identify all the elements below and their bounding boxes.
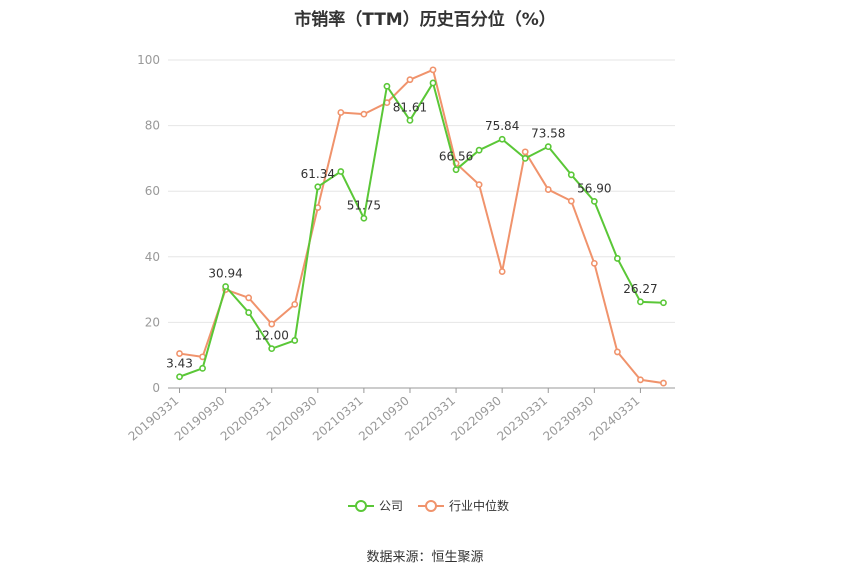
x-tick-label: 20200930 [264,394,320,444]
data-point [498,268,506,275]
data-point [199,364,206,372]
data-point [360,110,368,118]
data-point [291,337,299,344]
data-point [637,298,644,306]
data-label: 56.90 [577,181,611,195]
data-point [567,171,575,179]
data-point [660,299,667,307]
data-point [268,345,276,353]
series-line [179,68,664,385]
y-tick-label: 0 [152,381,160,395]
data-point [268,320,276,328]
data-label: 81.61 [393,100,427,114]
data-point [475,146,483,154]
data-point [360,214,368,222]
x-tick-label: 20220930 [448,394,504,444]
y-tick-label: 60 [145,184,160,198]
y-tick-label: 100 [137,53,160,67]
chart-title: 市销率（TTM）历史百分位（%） [294,10,556,30]
data-point [314,183,322,191]
data-point [452,166,460,174]
data-point [521,154,529,162]
data-point [613,255,621,262]
data-label: 73.58 [531,127,565,141]
data-point [498,135,506,143]
data-point [475,181,483,189]
x-tick-label: 20240331 [587,394,643,444]
data-label: 66.56 [439,150,473,164]
data-point [383,82,391,90]
data-point [613,348,621,356]
data-point [590,197,598,205]
legend-label: 公司 [379,499,403,513]
data-point [406,116,414,124]
data-point [245,294,253,302]
legend-marker [355,500,367,512]
data-point [544,186,552,193]
data-point [176,350,183,357]
x-tick-label: 20220331 [402,394,458,444]
data-point [176,373,183,381]
data-point [245,309,253,316]
x-tick-label: 20230331 [494,394,550,444]
data-source: 数据来源：恒生聚源 [366,550,484,565]
x-tick-label: 20200331 [218,394,274,444]
data-point [429,79,437,87]
data-point [544,143,552,151]
data-point [314,204,322,211]
legend-marker [425,500,437,512]
series-line [179,81,664,378]
data-point [521,148,529,156]
y-tick-label: 20 [145,315,160,329]
data-point [337,109,345,116]
data-label: 75.84 [485,119,519,133]
data-label: 51.75 [347,198,381,212]
x-tick-label: 20190331 [126,394,182,444]
x-tick-label: 20210331 [310,394,366,444]
data-point [660,379,667,387]
data-label: 61.34 [301,167,335,181]
y-tick-label: 40 [145,250,160,264]
data-point [567,197,575,205]
data-point [406,76,414,84]
data-point [429,66,437,74]
y-tick-label: 80 [145,119,160,133]
data-point [291,300,299,308]
x-tick-label: 20190930 [172,394,228,444]
x-tick-label: 20230930 [540,394,596,444]
data-label: 12.00 [255,329,289,343]
data-point [637,376,644,384]
legend-item: 行业中位数 [418,498,509,513]
data-point [222,283,230,290]
x-tick-label: 20210930 [356,394,412,444]
data-point [590,259,598,267]
legend-label: 行业中位数 [449,498,509,513]
legend-item: 公司 [348,499,403,513]
data-point [337,168,345,175]
data-label: 26.27 [623,282,657,296]
data-label: 3.43 [166,357,193,371]
data-label: 30.94 [208,267,242,281]
